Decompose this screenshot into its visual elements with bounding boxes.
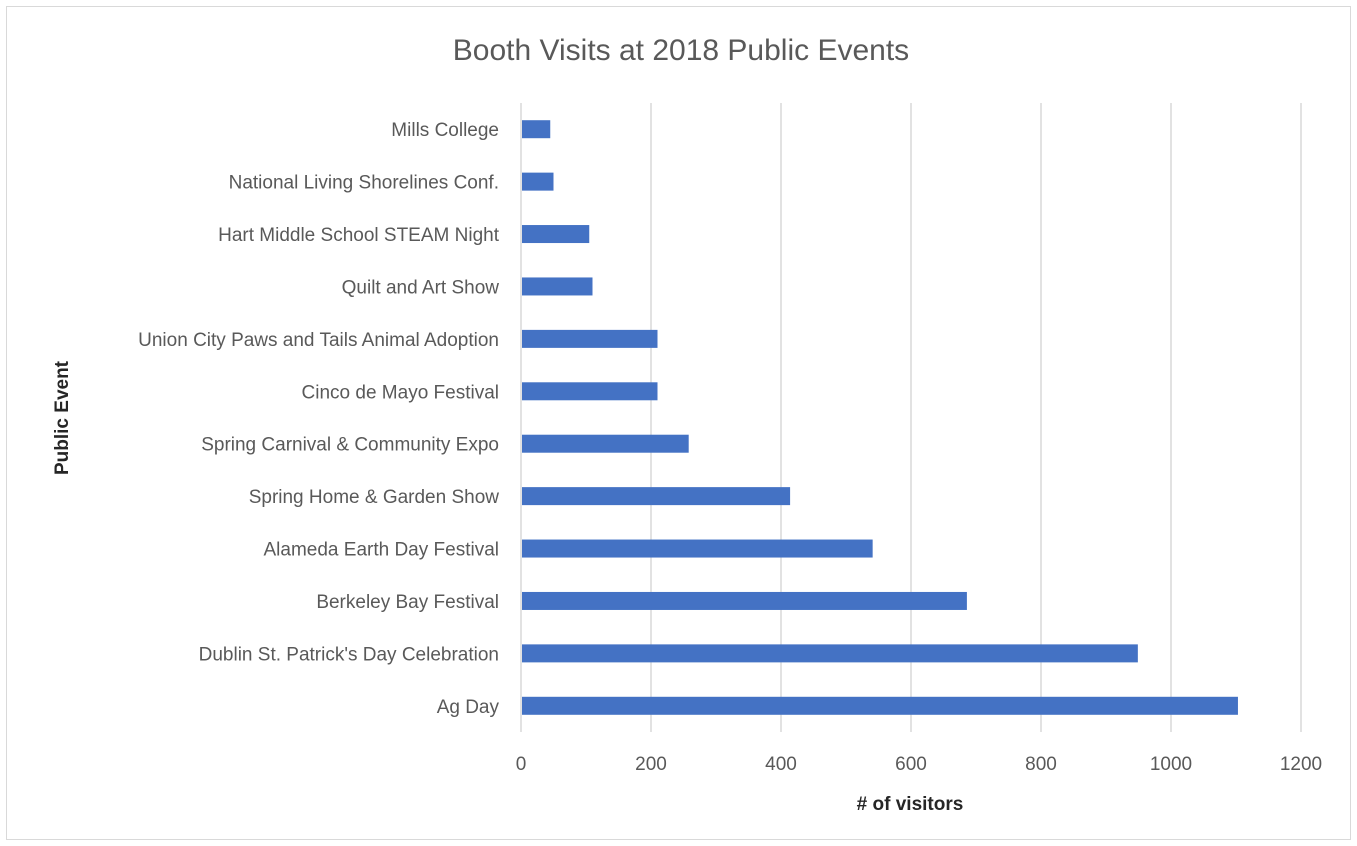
x-tick-labels: 0 200 400 600 800 1000 1200 (516, 754, 1322, 775)
x-tick-label: 0 (516, 754, 527, 775)
category-label: Alameda Earth Day Festival (264, 540, 500, 561)
gridlines (520, 103, 1302, 732)
category-label: Mills College (391, 120, 499, 141)
bar (522, 434, 689, 453)
category-label: Dublin St. Patrick's Day Celebration (199, 644, 499, 665)
category-label: Hart Middle School STEAM Night (218, 225, 500, 246)
bar (522, 172, 554, 191)
chart-title: Booth Visits at 2018 Public Events (453, 34, 909, 67)
bar (522, 487, 791, 506)
bar (522, 277, 593, 296)
category-label: Berkeley Bay Festival (316, 592, 499, 613)
bar (522, 539, 873, 558)
x-tick-label: 200 (635, 754, 667, 775)
category-label: Spring Home & Garden Show (249, 487, 500, 508)
bars (522, 120, 1238, 715)
category-label: Spring Carnival & Community Expo (201, 435, 499, 456)
category-label: National Living Shorelines Conf. (229, 173, 499, 194)
category-labels: Mills College National Living Shorelines … (138, 120, 500, 718)
x-tick-label: 800 (1025, 754, 1057, 775)
bar (522, 120, 551, 139)
category-label: Cinco de Mayo Festival (302, 382, 499, 403)
bar (522, 382, 658, 401)
bar (522, 696, 1238, 715)
category-label: Quilt and Art Show (342, 277, 500, 298)
bar (522, 329, 658, 348)
x-tick-label: 600 (895, 754, 927, 775)
category-label: Union City Paws and Tails Animal Adoptio… (138, 330, 499, 351)
x-axis-title: # of visitors (857, 794, 964, 815)
y-axis-title: Public Event (52, 360, 73, 475)
bar (522, 225, 590, 244)
bar (522, 644, 1138, 663)
x-tick-label: 1200 (1280, 754, 1322, 775)
x-tick-label: 400 (765, 754, 797, 775)
bar (522, 591, 967, 610)
category-label: Ag Day (437, 697, 500, 718)
x-tick-label: 1000 (1150, 754, 1192, 775)
